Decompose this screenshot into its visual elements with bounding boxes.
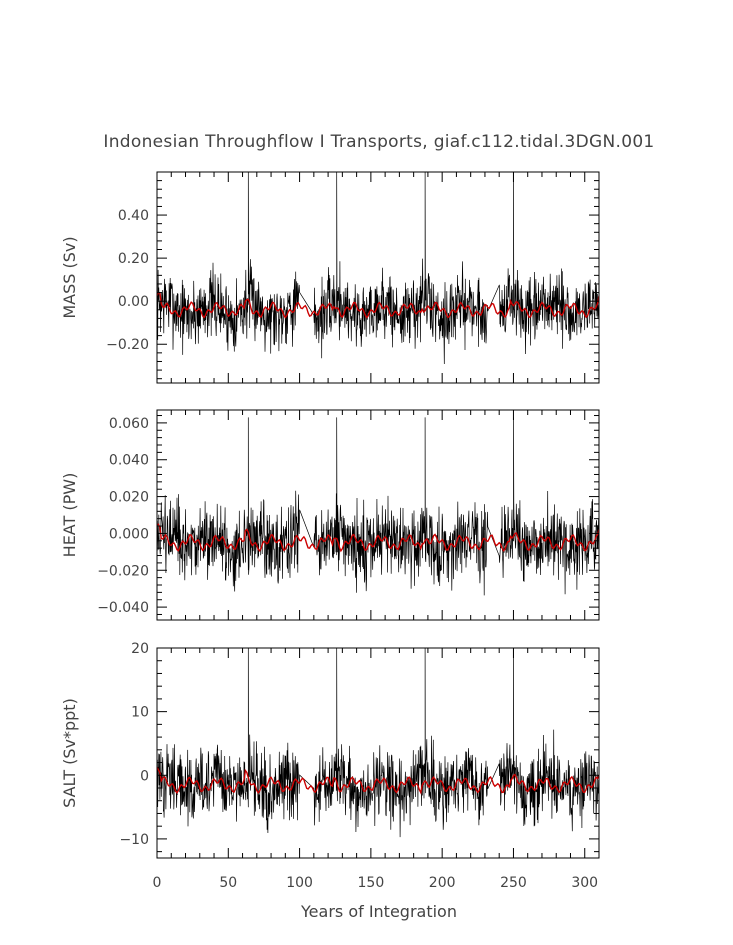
y-tick-label: −0.020 <box>97 563 149 579</box>
y-tick-label: 20 <box>131 641 149 657</box>
y-tick-label: 0.00 <box>118 294 149 310</box>
x-tick-label: 200 <box>429 875 456 891</box>
panel-1: 0.40 0.20 0.00 −0.20 MASS (Sv) <box>60 171 600 384</box>
y-tick-label: −10 <box>119 832 149 848</box>
y-tick-label: 0 <box>140 768 149 784</box>
y-tick-label: 10 <box>131 705 149 721</box>
y-tick-label: −0.040 <box>97 600 149 616</box>
panel-2: 0.060 0.040 0.020 0.000 −0.020 −0.040 HEAT (PW… <box>60 409 600 621</box>
y-axis-label: SALT (Sv*ppt) <box>60 698 79 808</box>
y-tick-label: −0.20 <box>106 337 149 353</box>
series-smoothed <box>157 291 599 319</box>
y-tick-label: 0.020 <box>109 490 149 506</box>
y-axis-label: HEAT (PW) <box>60 473 79 558</box>
x-tick-label: 300 <box>571 875 598 891</box>
series-smoothed <box>157 523 599 553</box>
x-tick-label: 150 <box>358 875 385 891</box>
y-tick-label: 0.40 <box>118 208 149 224</box>
y-tick-label: 0.20 <box>118 251 149 267</box>
plot-frame <box>156 647 600 859</box>
figure-title: Indonesian Throughflow I Transports, gia… <box>103 132 654 152</box>
x-tick-label: 100 <box>286 875 313 891</box>
panels: 0.40 0.20 0.00 −0.20 MASS (Sv) 0.060 0.040 0.02… <box>60 171 600 891</box>
plot-frame <box>156 409 600 621</box>
plot-frame <box>156 171 600 384</box>
x-tick-label: 0 <box>153 875 162 891</box>
y-axis-label: MASS (Sv) <box>60 236 79 318</box>
series-raw <box>157 172 599 365</box>
y-tick-label: 0.060 <box>109 416 149 432</box>
y-tick-label: 0.040 <box>109 453 149 469</box>
series-smoothed <box>157 766 599 795</box>
x-tick-label: 250 <box>500 875 527 891</box>
x-axis-label: Years of Integration <box>300 902 457 921</box>
y-tick-label: 0.000 <box>109 526 149 542</box>
series-raw <box>157 648 599 838</box>
x-tick-label: 50 <box>219 875 237 891</box>
series-raw <box>157 417 599 596</box>
